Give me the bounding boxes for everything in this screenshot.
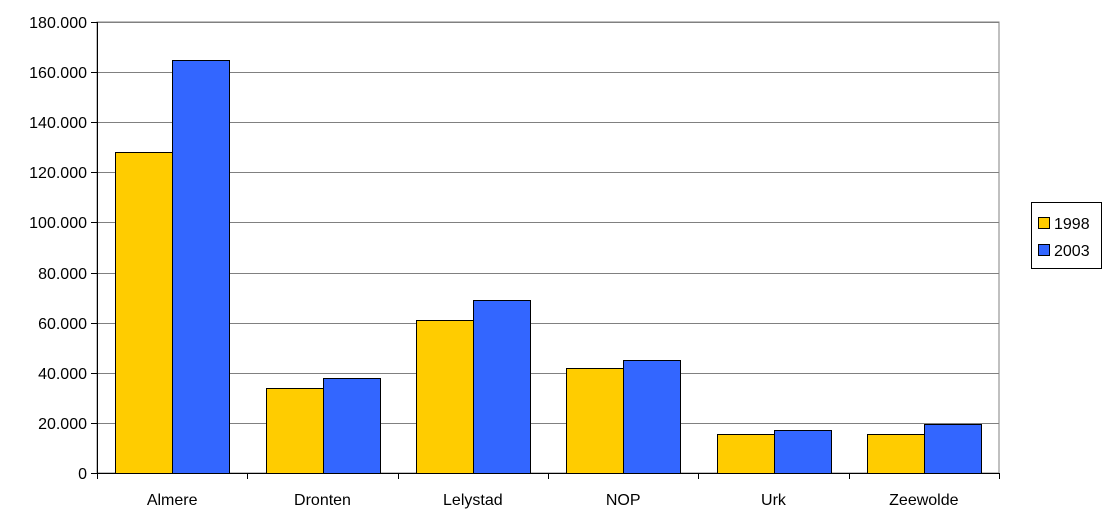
y-tick-label: 160.000 <box>29 65 87 82</box>
gridlines <box>96 21 1000 474</box>
x-category-label: Lelystad <box>443 492 503 509</box>
x-category-label: Zeewolde <box>889 492 958 509</box>
bars <box>115 60 982 474</box>
bar-urk-2003 <box>774 430 832 474</box>
y-tick-label: 80.000 <box>38 266 87 283</box>
x-category-label: NOP <box>606 492 641 509</box>
y-tick-label: 120.000 <box>29 165 87 182</box>
x-category-label: Urk <box>761 492 787 509</box>
bar-dronten-1998 <box>266 388 324 474</box>
bar-urk-1998 <box>717 434 775 474</box>
bar-nop-1998 <box>566 368 624 474</box>
legend-swatch-2003 <box>1038 244 1050 256</box>
y-tick-label: 60.000 <box>38 316 87 333</box>
y-tick-label: 0 <box>78 466 87 483</box>
bar-zeewolde-2003 <box>924 424 982 474</box>
bar-almere-2003 <box>172 60 230 474</box>
bar-nop-2003 <box>623 360 681 474</box>
bar-lelystad-1998 <box>416 320 474 474</box>
bar-lelystad-2003 <box>473 300 531 474</box>
legend-label-1998: 1998 <box>1054 216 1090 233</box>
bar-almere-1998 <box>115 152 173 474</box>
y-tick-label: 40.000 <box>38 366 87 383</box>
y-tick-label: 20.000 <box>38 416 87 433</box>
bar-dronten-2003 <box>323 378 381 474</box>
y-tick-labels: 0 20.000 40.000 60.000 80.000 100.000 120.000 1… <box>29 15 87 483</box>
x-category-labels: Almere Dronten Lelystad NOP Urk Zeewolde <box>147 492 959 509</box>
x-category-label: Almere <box>147 492 198 509</box>
legend-label-2003: 2003 <box>1054 243 1090 260</box>
axes <box>91 22 1000 479</box>
legend-swatch-1998 <box>1038 217 1050 229</box>
y-tick-label: 100.000 <box>29 215 87 232</box>
bar-zeewolde-1998 <box>867 434 925 474</box>
y-tick-label: 140.000 <box>29 115 87 132</box>
y-tick-label: 180.000 <box>29 15 87 32</box>
plot-area-border <box>96 21 1000 474</box>
legend: 1998 2003 <box>1031 202 1102 269</box>
x-category-label: Dronten <box>294 492 351 509</box>
